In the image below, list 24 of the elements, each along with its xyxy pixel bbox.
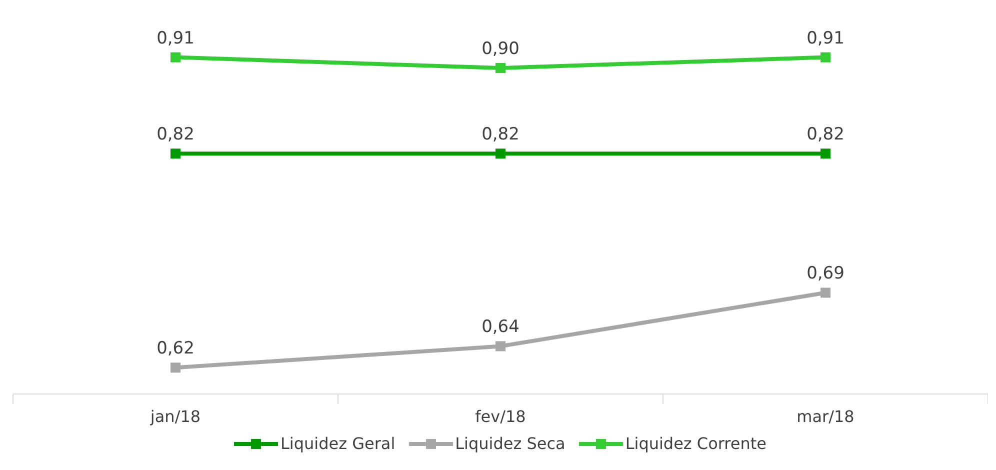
legend-label: Liquidez Geral <box>280 434 396 453</box>
point <box>170 362 180 373</box>
data-label: 0,82 <box>806 124 844 145</box>
data-label: 0,91 <box>156 28 194 48</box>
legend-label: Liquidez Seca <box>455 434 566 453</box>
point <box>820 52 830 62</box>
data-label: 0,64 <box>482 317 520 338</box>
point <box>820 288 830 298</box>
data-label: 0,82 <box>156 124 194 145</box>
x-tick-label: fev/18 <box>475 407 526 426</box>
data-label: 0,82 <box>482 124 520 145</box>
data-label: 0,62 <box>156 338 194 359</box>
point <box>170 148 180 159</box>
data-label: 0,69 <box>806 264 844 284</box>
point <box>496 341 506 352</box>
x-tick-label: jan/18 <box>149 407 201 426</box>
point <box>496 148 506 159</box>
data-label: 0,91 <box>806 28 844 48</box>
point <box>496 63 506 74</box>
x-tick-label: mar/18 <box>796 407 854 426</box>
point <box>170 52 180 62</box>
point <box>820 148 830 159</box>
legend-label: Liquidez Corrente <box>625 434 766 453</box>
data-label: 0,90 <box>482 39 520 60</box>
